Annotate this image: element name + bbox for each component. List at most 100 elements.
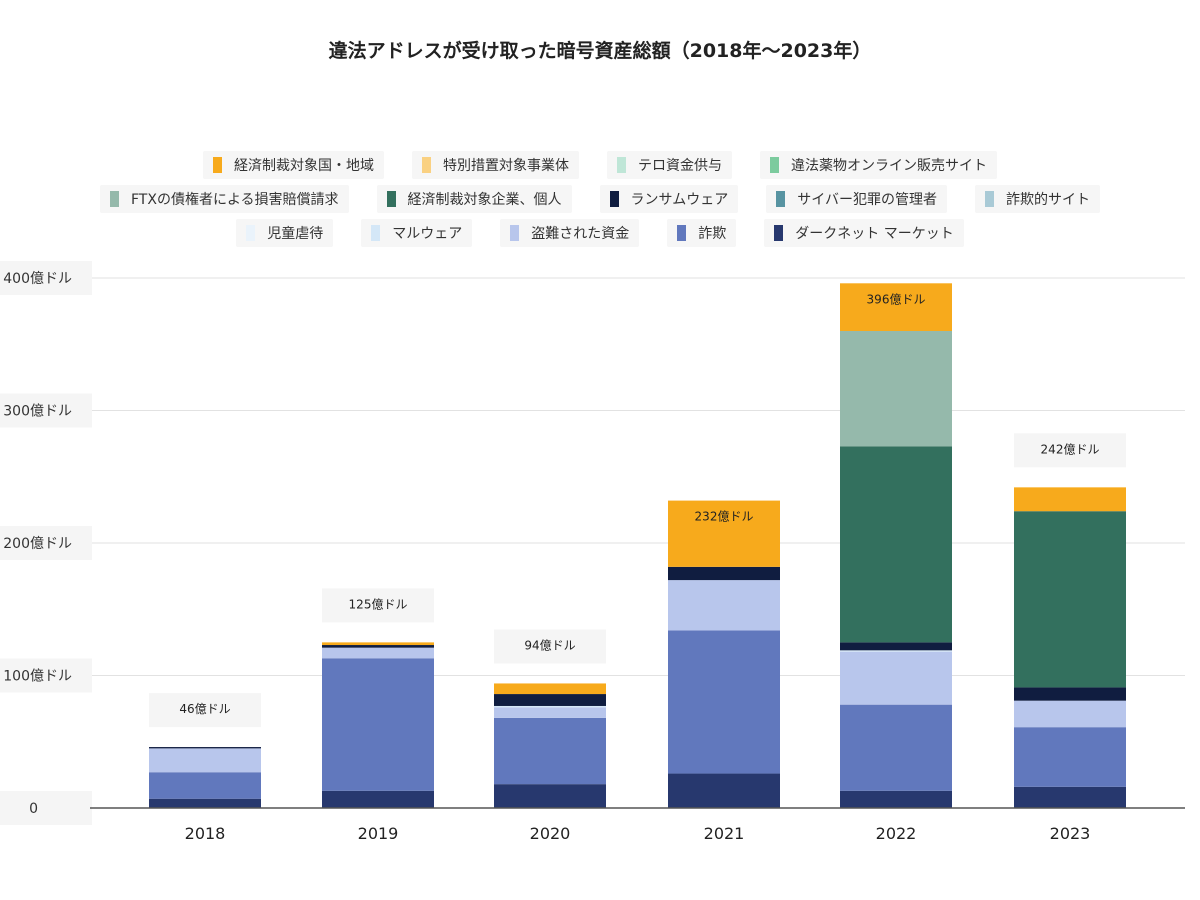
legend-swatch xyxy=(617,157,626,173)
legend-item: ダークネット マーケット xyxy=(764,219,964,247)
bar-segment xyxy=(840,651,952,705)
bar-segment xyxy=(1014,487,1126,512)
total-label: 232億ドル xyxy=(695,510,754,524)
legend-label: サイバー犯罪の管理者 xyxy=(797,192,937,208)
legend-item: マルウェア xyxy=(361,219,473,247)
x-tick-label: 2021 xyxy=(704,824,745,843)
x-tick-label: 2019 xyxy=(358,824,399,843)
bar-segment xyxy=(322,645,434,648)
y-tick-label-bg xyxy=(0,526,92,560)
chart-title: 違法アドレスが受け取った暗号資産総額（2018年～2023年） xyxy=(328,40,872,62)
legend-item: 経済制裁対象国・地域 xyxy=(203,151,384,179)
legend-label: 違法薬物オンライン販売サイト xyxy=(791,158,987,174)
legend-item: 違法薬物オンライン販売サイト xyxy=(760,151,997,179)
y-tick-label: 400億ドル xyxy=(3,271,72,287)
legend-item: 経済制裁対象企業、個人 xyxy=(376,185,572,213)
y-tick-label-bg xyxy=(0,791,92,825)
legend-label: 詐欺 xyxy=(698,226,727,242)
x-tick-label: 2020 xyxy=(530,824,571,843)
x-tick-label: 2022 xyxy=(876,824,917,843)
legend-row: 経済制裁対象国・地域 特別措置対象事業体 テロ資金供与 違法薬物オンライン販売サイト xyxy=(0,148,1200,182)
legend-swatch xyxy=(213,157,222,173)
legend: 経済制裁対象国・地域 特別措置対象事業体 テロ資金供与 違法薬物オンライン販売サイト F… xyxy=(0,148,1200,250)
legend-swatch xyxy=(985,191,994,207)
legend-item: 詐欺 xyxy=(667,219,737,247)
bar-segment xyxy=(668,773,780,808)
bar-segment xyxy=(149,798,261,808)
bar-segment xyxy=(322,658,434,791)
legend-label: 経済制裁対象企業、個人 xyxy=(407,192,562,208)
bar-segment xyxy=(668,630,780,774)
legend-item: ランサムウェア xyxy=(599,185,739,213)
bar-segment xyxy=(668,566,780,581)
bar-segment xyxy=(1014,511,1126,688)
y-tick-label: 200億ドル xyxy=(3,536,72,552)
bar-segment xyxy=(149,772,261,799)
legend-swatch xyxy=(246,225,256,241)
bar-segment xyxy=(668,580,780,631)
legend-swatch xyxy=(510,225,520,241)
bar-segment xyxy=(494,683,606,695)
y-tick-label-bg xyxy=(0,261,92,295)
bar-segment xyxy=(840,790,952,808)
legend-label: ダークネット マーケット xyxy=(795,226,954,242)
legend-swatch xyxy=(677,225,687,241)
bar-segment xyxy=(840,650,952,652)
legend-swatch xyxy=(371,225,381,241)
legend-swatch xyxy=(386,191,396,207)
legend-row: FTXの債権者による損害賠償請求 経済制裁対象企業、個人 ランサムウェア サイバー犯罪… xyxy=(0,182,1200,216)
legend-swatch xyxy=(609,191,619,207)
total-label-bg xyxy=(1014,433,1126,468)
legend-swatch xyxy=(770,157,779,173)
bar-segment xyxy=(840,704,952,791)
bar-segment xyxy=(322,790,434,808)
total-label: 242億ドル xyxy=(1041,442,1100,456)
legend-item: 特別措置対象事業体 xyxy=(412,151,579,179)
bar-segment xyxy=(322,647,434,659)
total-label: 396億ドル xyxy=(867,292,926,306)
bar-segment xyxy=(322,642,434,646)
bar-segment xyxy=(1014,687,1126,701)
legend-label: 盗難された資金 xyxy=(531,226,630,242)
legend-item: 児童虐待 xyxy=(236,219,334,247)
legend-label: 詐欺的サイト xyxy=(1006,192,1090,208)
legend-item: 詐欺的サイト xyxy=(975,185,1100,213)
legend-label: FTXの債権者による損害賠償請求 xyxy=(131,192,339,208)
bar-segment xyxy=(494,707,606,718)
bar-segment xyxy=(840,446,952,643)
legend-label: マルウェア xyxy=(392,226,463,242)
legend-swatch xyxy=(110,191,119,207)
legend-swatch xyxy=(422,157,431,173)
legend-item: 盗難された資金 xyxy=(500,219,640,247)
y-tick-label: 100億ドル xyxy=(3,669,72,685)
bar-segment xyxy=(1014,786,1126,808)
y-tick-label: 0 xyxy=(29,801,38,817)
bar-segment xyxy=(149,747,261,749)
legend-swatch xyxy=(774,225,784,241)
bar-segment xyxy=(840,642,952,651)
y-tick-label-bg xyxy=(0,658,92,693)
total-label-bg xyxy=(494,629,606,664)
bar-segment xyxy=(840,331,952,447)
total-label: 125億ドル xyxy=(349,597,408,611)
y-tick-label-bg xyxy=(0,393,92,428)
total-label: 46億ドル xyxy=(179,702,230,716)
legend-label: 児童虐待 xyxy=(267,226,324,242)
bar-segment xyxy=(1014,700,1126,728)
legend-label: テロ資金供与 xyxy=(638,158,722,174)
bar-segment xyxy=(840,283,952,331)
bar-segment xyxy=(668,500,780,567)
legend-label: 経済制裁対象国・地域 xyxy=(234,158,374,174)
bar-segment xyxy=(1014,727,1126,787)
bar-segment xyxy=(494,784,606,808)
bar-segment xyxy=(494,717,606,785)
total-label-bg xyxy=(322,588,434,623)
y-tick-label: 300億ドル xyxy=(3,404,72,420)
legend-item: テロ資金供与 xyxy=(607,151,732,179)
legend-item: サイバー犯罪の管理者 xyxy=(766,185,947,213)
total-label-bg xyxy=(149,693,261,728)
legend-swatch xyxy=(776,191,786,207)
legend-row: 児童虐待 マルウェア 盗難された資金 詐欺 ダークネット マーケット xyxy=(0,216,1200,250)
total-label: 94億ドル xyxy=(524,638,575,652)
